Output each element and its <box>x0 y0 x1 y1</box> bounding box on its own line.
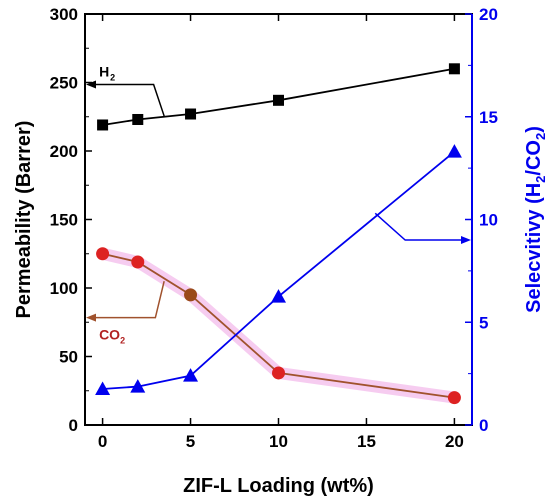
x-tick-label: 5 <box>186 432 195 451</box>
x-tick-label: 20 <box>445 432 464 451</box>
y-tick-label: 150 <box>50 211 78 230</box>
y-tick-label: 250 <box>50 74 78 93</box>
y2-axis-title-sub: 2 <box>533 176 548 183</box>
y2-axis-title: Selecvitivy (H2/CO2) <box>523 126 548 313</box>
selectivity-point <box>446 144 462 158</box>
co2-callout-line <box>95 280 165 319</box>
annotation-layer: H 2CO 2 <box>86 64 471 346</box>
h2-point <box>273 94 284 106</box>
co2-annotation-label: CO <box>99 327 120 343</box>
h2-annotation-label: H <box>99 64 109 80</box>
y-axis-title: Permeability (Barrer) <box>13 121 35 319</box>
y-tick-label: 100 <box>50 279 78 298</box>
h2-point <box>97 119 109 131</box>
y-tick-label: 200 <box>50 142 78 161</box>
selectivity-point <box>130 379 146 393</box>
selectivity-callout-arrow <box>461 236 471 245</box>
y-tick-label: 50 <box>59 348 78 367</box>
y2-axis-title-part: ) <box>523 126 545 133</box>
y2-tick-label: 5 <box>479 313 488 332</box>
y-tick-label: 300 <box>50 5 78 24</box>
selectivity-point <box>271 289 286 303</box>
co2-point <box>447 391 461 405</box>
co2-point <box>96 247 110 261</box>
series-layer <box>95 63 462 405</box>
y2-axis-title-sub: 2 <box>533 133 548 140</box>
h2-callout-arrow <box>86 80 96 89</box>
y2-axis-title-part: Selecvitivy (H <box>523 183 545 313</box>
co2-point <box>131 255 145 269</box>
h2-annotation-sub: 2 <box>110 73 115 83</box>
axis-labels: ZIF-L Loading (wt%) Permeability (Barrer… <box>13 121 548 497</box>
y2-tick-label: 10 <box>479 211 498 230</box>
h2-callout-line <box>95 83 165 117</box>
selectivity-point <box>95 381 111 396</box>
selectivity-callout-line <box>374 212 462 241</box>
x-tick-label: 10 <box>269 432 288 451</box>
h2-point <box>185 108 197 120</box>
selectivity-point <box>183 368 199 382</box>
x-tick-label: 15 <box>357 432 376 451</box>
co2-annotation-sub: 2 <box>120 336 125 346</box>
co2-callout-arrow <box>86 313 96 322</box>
x-tick-label: 0 <box>98 432 107 451</box>
x-axis-title: ZIF-L Loading (wt%) <box>183 475 374 497</box>
y2-axis-title-part: /CO <box>523 140 545 176</box>
h2-point <box>448 63 460 75</box>
y2-tick-label: 15 <box>479 108 498 127</box>
co2-point <box>184 288 198 302</box>
y2-tick-label: 20 <box>479 5 498 24</box>
h2-point <box>132 113 144 125</box>
y-tick-label: 0 <box>69 416 78 435</box>
co2-point <box>272 366 285 380</box>
y2-tick-label: 0 <box>479 416 488 435</box>
